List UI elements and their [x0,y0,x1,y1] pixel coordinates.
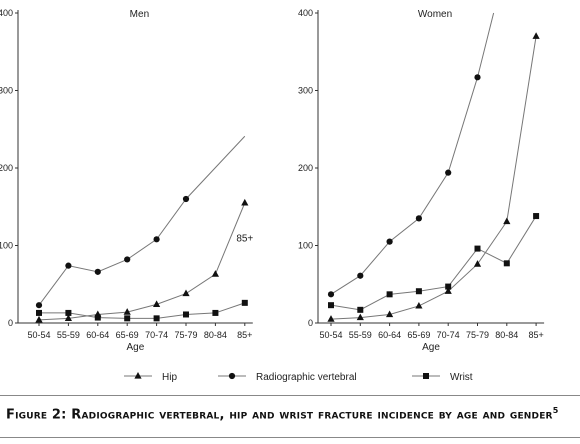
legend-item: Radiographic vertebral [218,372,357,383]
series-line-triangle [38,202,246,321]
data-point-triangle [153,300,161,307]
figure-caption: Figure 2: Radiographic vertebral, hip an… [6,406,576,422]
figure: 0 100 200 300 400 50-54 55-59 60-64 65-69 70-74 75… [0,8,545,383]
data-point-triangle [211,270,219,277]
data-point-square [445,283,452,290]
caption-superscript: 5 [552,406,559,415]
data-point-circle [357,272,364,279]
panel-men: 0 100 200 300 400 50-54 55-59 60-64 65-69 70-74 75… [0,8,253,353]
x-axis-label: Age [127,342,145,353]
caption-text: Figure 2: Radiographic vertebral, hip an… [6,407,553,423]
series-line-circle [38,135,246,306]
data-point-circle [415,215,422,222]
panel-title: Men [130,9,149,20]
x-tick-label: 75-79 [466,330,489,340]
data-point-circle [386,238,393,245]
x-tick-label: 75-79 [174,330,197,340]
data-point-square [212,309,219,316]
data-point-circle [35,302,43,309]
series-line-square [330,215,537,311]
data-point-triangle [532,32,540,39]
y-tick-label: 200 [298,163,313,173]
data-point-circle [474,74,481,81]
data-point-triangle [35,315,43,323]
legend-marker-triangle [134,372,142,379]
data-point-square [503,260,510,267]
legend-label: Hip [162,372,177,383]
data-point-triangle [182,289,190,297]
y-tick-label: 300 [298,86,313,96]
y-tick-label: 400 [0,8,13,18]
legend-label: Radiographic vertebral [256,372,357,383]
data-point-triangle [473,260,482,267]
panel-women: 0 100 200 300 400 50-54 55-59 60-64 65-69 70-74 75… [298,8,545,353]
legend-marker-circle [228,372,236,380]
data-point-circle [182,195,190,203]
legend-item: Wrist [412,372,473,383]
data-point-triangle [241,198,249,206]
x-tick-label: 70-74 [437,330,460,340]
y-tick-label: 100 [298,241,313,251]
data-point-square [474,245,481,252]
annotation-label: 85+ [236,234,253,245]
legend-marker-square [423,373,429,379]
x-axis-label: Age [422,342,440,353]
x-tick-label: 65-69 [116,330,139,340]
x-tick-label: 50-54 [319,330,342,340]
panel-title: Women [418,9,452,20]
data-point-circle [445,169,452,176]
series-line-triangle [330,36,537,320]
x-tick-label: 50-54 [27,330,50,340]
x-tick-label: 55-59 [349,330,372,340]
caption-rule-top [0,395,580,396]
data-point-square [153,315,160,322]
x-tick-label: 85+ [528,330,543,340]
data-point-triangle [503,217,511,225]
data-point-circle [153,236,160,243]
x-tick-label: 70-74 [145,330,168,340]
x-tick-label: 55-59 [57,330,80,340]
data-point-square [124,315,131,322]
data-point-square [386,291,393,298]
y-tick-label: 200 [0,163,13,173]
y-tick-label: 100 [0,241,13,251]
data-point-triangle [356,313,364,321]
data-point-square [94,314,101,321]
y-tick-label: 0 [8,318,13,328]
data-point-square [328,302,334,309]
data-point-triangle [123,308,131,315]
data-point-square [241,299,248,306]
x-tick-label: 60-64 [378,330,401,340]
legend-item: Hip [124,372,177,383]
data-point-circle [124,256,131,263]
x-tick-label: 80-84 [495,330,518,340]
y-tick-label: 0 [308,318,313,328]
data-point-triangle [415,301,423,309]
data-point-circle [65,262,72,269]
legend: Hip Radiographic vertebral Wrist [124,372,473,383]
x-tick-label: 65-69 [407,330,430,340]
data-point-circle [94,268,101,275]
data-point-square [36,309,42,316]
x-tick-label: 80-84 [204,330,227,340]
data-point-square [415,288,422,295]
x-tick-label: 85+ [237,330,252,340]
data-point-triangle [386,310,394,318]
data-point-square [533,213,540,220]
x-tick-label: 60-64 [86,330,109,340]
data-point-triangle [327,315,335,322]
data-point-square [183,311,189,318]
data-point-square [357,306,364,313]
series-line-circle [330,12,495,295]
data-point-circle [327,291,335,298]
legend-label: Wrist [450,372,473,383]
series-line-square [39,302,245,319]
data-point-square [65,309,72,316]
y-tick-label: 400 [298,8,313,18]
data-point-triangle [444,287,452,294]
data-point-triangle [64,314,72,321]
caption-rule-bottom [0,437,580,438]
y-tick-label: 300 [0,86,13,96]
